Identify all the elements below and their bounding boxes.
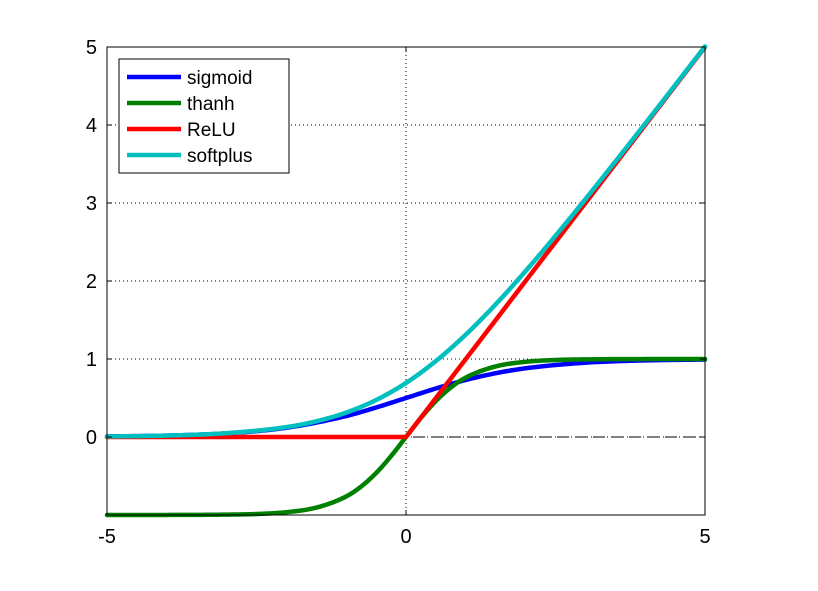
x-tick-label: 5: [699, 526, 710, 548]
series-lines: [104, 44, 708, 518]
legend-label-sigmoid: sigmoid: [187, 68, 252, 89]
y-tick-label: 5: [86, 37, 97, 59]
y-tick-label: 4: [86, 115, 97, 137]
legend: sigmoid thanh ReLU softplus: [118, 58, 290, 174]
legend-label-ReLU: ReLU: [187, 120, 236, 141]
x-tick-label: 0: [400, 526, 411, 548]
axis-ticks: -5 0 5 0 1 2 3 4 5: [86, 37, 711, 548]
y-tick-label: 0: [86, 427, 97, 449]
y-tick-label: 3: [86, 193, 97, 215]
y-tick-label: 1: [86, 349, 97, 371]
legend-label-softplus: softplus: [187, 146, 252, 167]
legend-label-thanh: thanh: [187, 94, 235, 115]
y-tick-label: 2: [86, 271, 97, 293]
x-tick-label: -5: [98, 526, 116, 548]
series-line-softplus: [104, 44, 708, 439]
